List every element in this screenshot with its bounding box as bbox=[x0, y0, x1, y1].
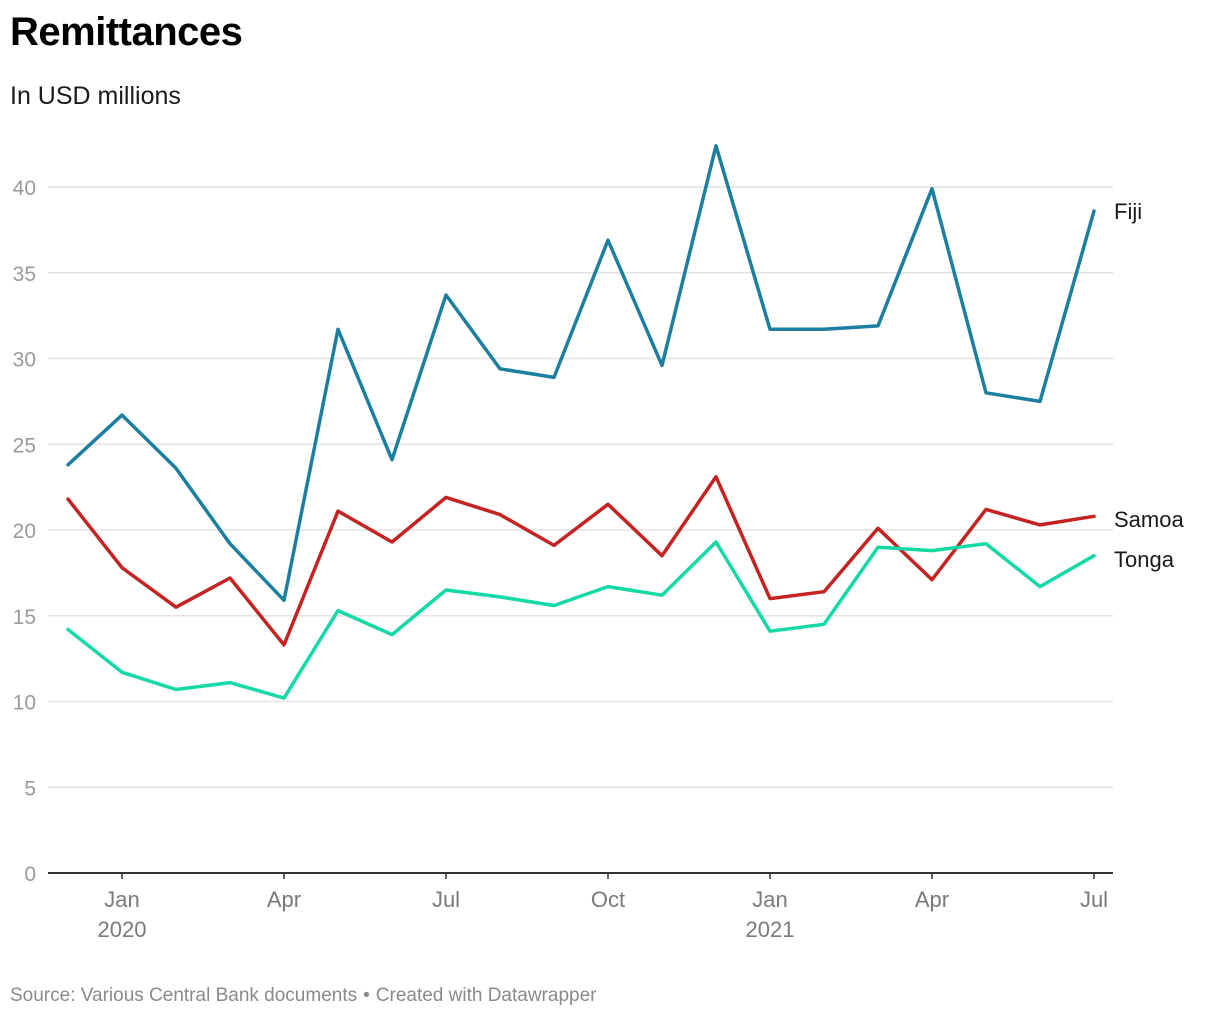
series-labels: Fiji Samoa Tonga bbox=[1114, 199, 1184, 572]
y-tick-label: 15 bbox=[13, 606, 36, 629]
footer-separator: • bbox=[363, 985, 370, 1006]
series-line-tonga bbox=[66, 540, 1096, 700]
series-line-fiji bbox=[66, 144, 1096, 603]
series-label-samoa: Samoa bbox=[1114, 507, 1184, 532]
y-tick-label: 0 bbox=[24, 863, 36, 886]
chart-title: Remittances bbox=[10, 10, 243, 54]
x-tick-label: Jan bbox=[752, 887, 787, 912]
source-note: Source: Various Central Bank documents bbox=[10, 985, 358, 1006]
chart-subtitle: In USD millions bbox=[10, 82, 181, 110]
y-tick-label: 30 bbox=[13, 349, 36, 372]
y-tick-label: 20 bbox=[13, 520, 36, 543]
series-line-samoa bbox=[66, 475, 1096, 647]
y-tick-label: 5 bbox=[24, 777, 36, 800]
series-label-tonga: Tonga bbox=[1114, 547, 1175, 572]
grid-lines bbox=[48, 186, 1113, 874]
x-tick-label: Jan bbox=[104, 887, 139, 912]
x-tick-label: Oct bbox=[591, 887, 625, 912]
chart-footer: Source: Various Central Bank documents • C… bbox=[10, 985, 596, 1007]
x-axis-ticks: Jan 2020 Apr Jul Oct Jan 2021 Apr Jul bbox=[98, 873, 1108, 942]
y-tick-label: 40 bbox=[13, 177, 36, 200]
y-tick-label: 35 bbox=[13, 263, 36, 286]
x-tick-label: Apr bbox=[915, 887, 949, 912]
y-tick-label: 10 bbox=[13, 692, 36, 715]
series-label-fiji: Fiji bbox=[1114, 199, 1142, 224]
series-lines bbox=[66, 144, 1096, 700]
x-tick-label: Jul bbox=[1080, 887, 1108, 912]
line-chart: 0 5 10 15 20 25 30 35 40 Jan 2020 Apr Jul Oct Jan 2021… bbox=[13, 144, 1184, 942]
x-tick-year-label: 2021 bbox=[746, 917, 795, 942]
x-tick-year-label: 2020 bbox=[98, 917, 147, 942]
x-tick-label: Apr bbox=[267, 887, 301, 912]
y-axis-ticks: 0 5 10 15 20 25 30 35 40 bbox=[13, 177, 36, 886]
y-tick-label: 25 bbox=[13, 434, 36, 457]
x-tick-label: Jul bbox=[432, 887, 460, 912]
credit-note: Created with Datawrapper bbox=[375, 985, 597, 1006]
